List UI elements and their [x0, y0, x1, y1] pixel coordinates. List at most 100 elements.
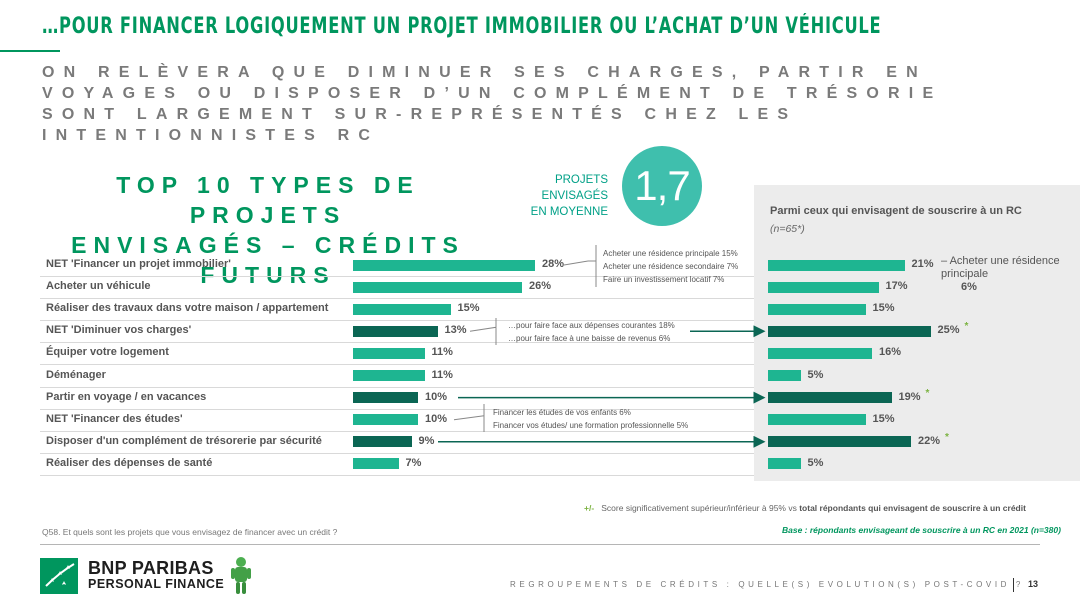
side-note: – Acheter une résidence principale 6%: [941, 255, 1060, 293]
bar-total: [353, 392, 418, 404]
category-label: Disposer d'un complément de trésorerie p…: [46, 434, 322, 447]
value-label-total: 10%: [425, 390, 448, 403]
page-title: …POUR FINANCER LOGIQUEMENT UN PROJET IMM…: [42, 14, 882, 39]
value-label-rc: 15%: [872, 302, 895, 315]
note-etudes: Financer les études de vos enfants 6% Fi…: [493, 406, 688, 432]
category-label: Partir en voyage / en vacances: [46, 390, 207, 403]
significance-star: *: [964, 321, 969, 333]
bar-total: [353, 303, 451, 315]
base-note: Base : répondants envisageant de souscri…: [782, 525, 1061, 535]
category-label: Équiper votre logement: [46, 346, 169, 359]
bar-rc: [768, 436, 911, 448]
category-label: NET 'Financer un projet immobilier': [46, 258, 231, 270]
bracket-charges: [469, 318, 497, 345]
question-note: Q58. Et quels sont les projets que vous …: [42, 527, 338, 537]
legend-text: Score significativement supérieur/inféri…: [601, 503, 797, 513]
row-divider: [40, 474, 754, 476]
average-label-line2: EN MOYENNE: [530, 206, 608, 218]
bar-total: [353, 325, 438, 337]
note-charges-line: …pour faire face aux dépenses courantes …: [508, 321, 675, 330]
value-label-total: 13%: [444, 324, 467, 337]
page-number: 13: [1028, 579, 1039, 589]
note-charges-line: …pour faire face à une baisse de revenus…: [508, 334, 671, 343]
row-divider: [40, 430, 754, 432]
bracket-etudes: [453, 404, 485, 432]
row-divider: [40, 320, 754, 322]
bar-rc: [768, 281, 879, 293]
bar-rc: [768, 259, 905, 271]
side-note-value: 6%: [961, 281, 977, 293]
value-label-rc: 19%: [898, 390, 921, 403]
note-immobilier-line: Faire un investissement locatif 7%: [603, 275, 725, 284]
significance-star: *: [925, 387, 930, 399]
bar-rc: [768, 370, 801, 381]
significance-symbol: +/-: [584, 503, 595, 513]
value-label-rc: 5%: [807, 456, 824, 469]
footer-separator: [1013, 578, 1014, 592]
title-underline: [0, 50, 60, 52]
chart-heading-line1: TOP 10 TYPES DE PROJETS: [116, 172, 420, 228]
value-label-total: 11%: [431, 368, 453, 381]
bar-total: [353, 347, 425, 359]
mascot-icon: [231, 557, 251, 594]
value-label-rc: 5%: [807, 368, 824, 381]
rc-panel-base: (n=65*): [770, 223, 805, 235]
bar-total: [353, 458, 399, 470]
note-immobilier: Acheter une résidence principale 15% Ach…: [603, 247, 738, 286]
side-note-text: Acheter une résidence principale: [941, 255, 1060, 280]
bar-rc: [768, 347, 872, 359]
footer-divider: [40, 544, 1040, 545]
logo-subtitle: PERSONAL FINANCE: [88, 577, 225, 591]
row-divider: [40, 386, 754, 388]
category-label: NET 'Financer des études': [46, 412, 183, 425]
row-divider: [40, 342, 754, 344]
significance-legend: +/- Score significativement supérieur/in…: [584, 503, 1026, 513]
value-label-rc: 17%: [885, 280, 908, 293]
note-charges: …pour faire face aux dépenses courantes …: [508, 319, 675, 345]
bar-total: [353, 370, 425, 381]
chart-heading-line2: ENVISAGÉS – CRÉDITS FUTURS: [71, 232, 465, 288]
logo-name: BNP PARIBAS: [88, 558, 214, 578]
legend-bold-text: total répondants qui envisagent de sousc…: [799, 503, 1026, 513]
value-label-total: 7%: [405, 456, 422, 469]
row-divider: [40, 298, 754, 300]
row-divider: [40, 364, 754, 366]
note-etudes-line: Financer vos études/ une formation profe…: [493, 421, 689, 430]
bar-total: [353, 436, 412, 448]
bar-rc: [768, 414, 866, 426]
value-label-total: 26%: [529, 280, 552, 293]
bracket-immobilier: [563, 245, 597, 287]
value-label-total: 15%: [457, 302, 480, 315]
average-label: PROJETS ENVISAGÉS EN MOYENNE: [508, 172, 608, 220]
bar-rc: [768, 458, 801, 470]
bar-total: [353, 281, 522, 293]
value-label-total: 9%: [418, 434, 435, 447]
page-subtitle: ON RELÈVERA QUE DIMINUER SES CHARGES, PA…: [42, 64, 943, 144]
footer-text: REGROUPEMENTS DE CRÉDITS : QUELLE(S) EVO…: [510, 580, 1024, 589]
note-etudes-line: Financer les études de vos enfants 6%: [493, 408, 631, 417]
bnp-stars-logo-icon: [40, 558, 78, 594]
value-label-rc: 25%: [937, 324, 960, 337]
value-label-total: 11%: [431, 346, 453, 359]
category-label: Réaliser des dépenses de santé: [46, 456, 213, 469]
bar-rc: [768, 325, 931, 337]
chart-heading: TOP 10 TYPES DE PROJETS ENVISAGÉS – CRÉD…: [68, 170, 468, 290]
average-label-line1: PROJETS ENVISAGÉS: [541, 174, 608, 202]
rc-panel-title: Parmi ceux qui envisagent de souscrire à…: [770, 205, 1022, 217]
category-label: NET 'Diminuer vos charges': [46, 324, 192, 337]
average-value-circle: 1,7: [622, 146, 702, 226]
note-immobilier-line: Acheter une résidence principale 15%: [603, 249, 738, 258]
category-label: Déménager: [46, 368, 106, 381]
value-label-rc: 16%: [879, 346, 902, 359]
note-immobilier-line: Acheter une résidence secondaire 7%: [603, 262, 739, 271]
significance-star: *: [945, 431, 949, 443]
row-divider: [40, 452, 754, 454]
value-label-rc: 21%: [911, 258, 934, 270]
row-divider: [40, 276, 754, 278]
category-label: Acheter un véhicule: [46, 280, 151, 293]
value-label-rc: 15%: [872, 412, 895, 425]
bar-rc: [768, 303, 866, 315]
bar-total: [353, 414, 418, 426]
row-divider: [40, 408, 754, 410]
